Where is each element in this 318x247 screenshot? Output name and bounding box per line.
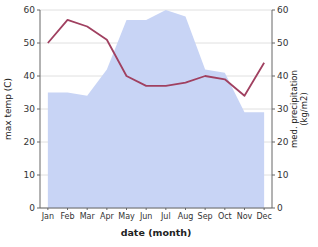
- x-tick: [67, 208, 68, 210]
- y2-tick-label: 40: [277, 71, 289, 81]
- y-tick-label: 40: [24, 71, 36, 81]
- y-tick: [37, 109, 40, 110]
- y2-axis-label: med. precipitation(kg/m2): [289, 70, 309, 148]
- x-tick-label: Feb: [60, 212, 74, 221]
- x-tick-label: Jan: [41, 212, 54, 221]
- y-tick: [37, 175, 40, 176]
- grid-line: [40, 208, 272, 209]
- x-tick: [185, 208, 186, 210]
- x-tick-label: Dec: [256, 212, 271, 221]
- x-tick: [87, 208, 88, 210]
- y2-axis-label-line: (kg/m2): [299, 92, 309, 126]
- x-tick: [146, 208, 147, 210]
- x-tick-label: Aug: [178, 212, 194, 221]
- y-tick-label: 30: [24, 104, 36, 114]
- y2-tick-label: 30: [277, 104, 289, 114]
- x-tick: [106, 208, 107, 210]
- x-tick-label: May: [118, 212, 135, 221]
- y-tick-label: 50: [24, 38, 36, 48]
- y-tick: [37, 43, 40, 44]
- y2-tick: [272, 175, 275, 176]
- y-tick-label: 10: [24, 170, 36, 180]
- x-tick-label: Jul: [160, 212, 171, 221]
- x-tick: [264, 208, 265, 210]
- y2-tick: [272, 142, 275, 143]
- x-tick-label: Jun: [139, 212, 153, 221]
- page: {"chart_data": {"type": "line", "categor…: [0, 0, 318, 247]
- y-tick-label: 0: [29, 203, 35, 213]
- plot-area: [48, 10, 264, 208]
- x-tick-label: Oct: [218, 212, 232, 221]
- x-axis-label: date (month): [121, 227, 192, 238]
- x-tick-label: Nov: [237, 212, 253, 221]
- y-tick: [37, 208, 40, 209]
- x-tick-label: Sep: [198, 212, 213, 221]
- y2-tick: [272, 76, 275, 77]
- y2-tick: [272, 208, 275, 209]
- x-tick: [224, 208, 225, 210]
- y2-tick-label: 50: [277, 38, 289, 48]
- y2-tick: [272, 109, 275, 110]
- y2-tick-label: 60: [277, 5, 289, 15]
- y2-tick-label: 10: [277, 170, 289, 180]
- x-tick: [244, 208, 245, 210]
- y2-tick-label: 20: [277, 137, 289, 147]
- y2-tick-label: 0: [277, 203, 283, 213]
- y-tick: [37, 142, 40, 143]
- chart-svg: 0 10 20 30 40 50 60 0 10 20 30 40 50 60 Jan Feb Mar AprMa…: [0, 0, 318, 247]
- y2-axis-label-line: med. precipitation: [289, 70, 299, 148]
- x-tick: [205, 208, 206, 210]
- x-tick: [165, 208, 166, 210]
- y-axis-label: max temp (C): [3, 78, 13, 140]
- grid-line: [40, 10, 272, 11]
- line: [48, 20, 264, 96]
- y-tick: [37, 10, 40, 11]
- y2-tick: [272, 10, 275, 11]
- y-tick-label: 20: [24, 137, 36, 147]
- x-tick: [126, 208, 127, 210]
- x-tick-label: Mar: [80, 212, 96, 221]
- chart-container: 0 10 20 30 40 50 60 0 10 20 30 40 50 60 Jan Feb Mar AprMa…: [0, 0, 318, 247]
- x-tick: [47, 208, 48, 210]
- area: [48, 10, 264, 208]
- x-axis-line: [40, 208, 272, 209]
- y-tick: [37, 76, 40, 77]
- x-tick-label: Apr: [100, 212, 115, 221]
- y2-tick: [272, 43, 275, 44]
- y-tick-label: 60: [24, 5, 36, 15]
